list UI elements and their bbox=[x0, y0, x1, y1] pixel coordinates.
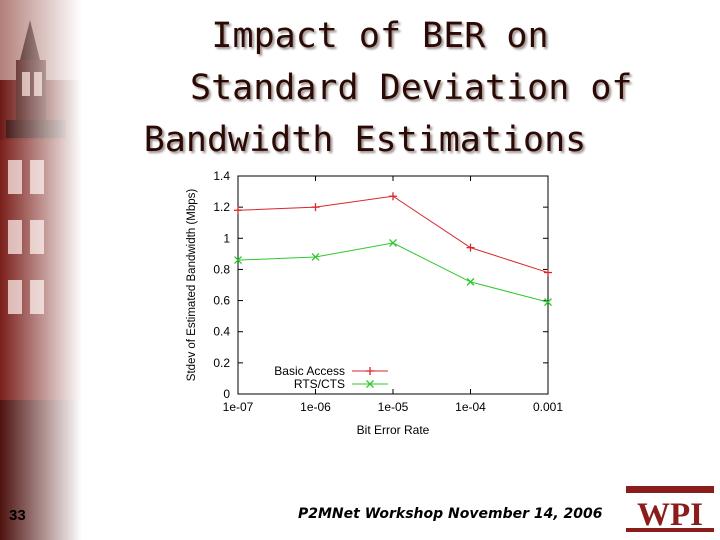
slide-number: 33 bbox=[9, 507, 26, 524]
data-point bbox=[389, 192, 397, 201]
x-tick-label: 1e-07 bbox=[223, 400, 254, 414]
y-tick-label: 1 bbox=[223, 231, 230, 245]
data-point bbox=[311, 203, 320, 212]
data-point bbox=[234, 256, 242, 265]
title-line-2: Standard Deviation of bbox=[190, 68, 633, 108]
slide-title: Impact of BER on Standard Deviation of B… bbox=[144, 10, 633, 166]
data-point bbox=[234, 206, 242, 215]
title-line-1: Impact of BER on bbox=[211, 16, 549, 56]
building-photo bbox=[0, 0, 82, 540]
data-point bbox=[466, 277, 475, 286]
y-tick-label: 1.2 bbox=[213, 200, 230, 214]
y-tick-label: 0.8 bbox=[213, 262, 230, 276]
y-tick-label: 0.4 bbox=[213, 325, 230, 339]
x-axis-label: Bit Error Rate bbox=[357, 423, 430, 437]
data-point bbox=[389, 238, 397, 247]
y-tick-label: 0.2 bbox=[213, 356, 230, 370]
wpi-logo: WPI bbox=[626, 486, 714, 533]
series-line-rts-cts bbox=[237, 242, 549, 303]
footer-text: P2MNet Workshop November 14, 2006 bbox=[298, 506, 603, 522]
x-tick-label: 1e-05 bbox=[378, 400, 409, 414]
y-tick-label: 0 bbox=[223, 387, 230, 401]
y-tick-label: 0.6 bbox=[213, 294, 230, 308]
y-axis-label: Stdev of Estimated Bandwidth (Mbps) bbox=[186, 189, 198, 382]
legend-marker bbox=[366, 380, 374, 388]
x-tick-label: 1e-06 bbox=[300, 400, 331, 414]
bandwidth-stdev-chart: 0 0.2 0.4 0.6 0.8 1 1.2 1.4 1e-07 1e-06 1e-05 1e-0… bbox=[186, 169, 563, 437]
data-point bbox=[466, 243, 475, 252]
x-tick-label: 1e-04 bbox=[455, 400, 486, 414]
wpi-logo-text: WPI bbox=[637, 497, 703, 533]
legend-marker bbox=[366, 367, 374, 375]
x-tick-label: 0.001 bbox=[533, 400, 563, 414]
series-line-basic-access bbox=[237, 195, 549, 274]
data-point bbox=[544, 298, 552, 307]
data-point bbox=[311, 253, 320, 261]
data-point bbox=[544, 268, 552, 277]
legend-label: RTS/CTS bbox=[294, 377, 345, 391]
y-tick-label: 1.4 bbox=[213, 169, 230, 183]
title-line-3: Bandwidth Estimations bbox=[143, 120, 587, 160]
legend-label: Basic Access bbox=[274, 364, 345, 378]
